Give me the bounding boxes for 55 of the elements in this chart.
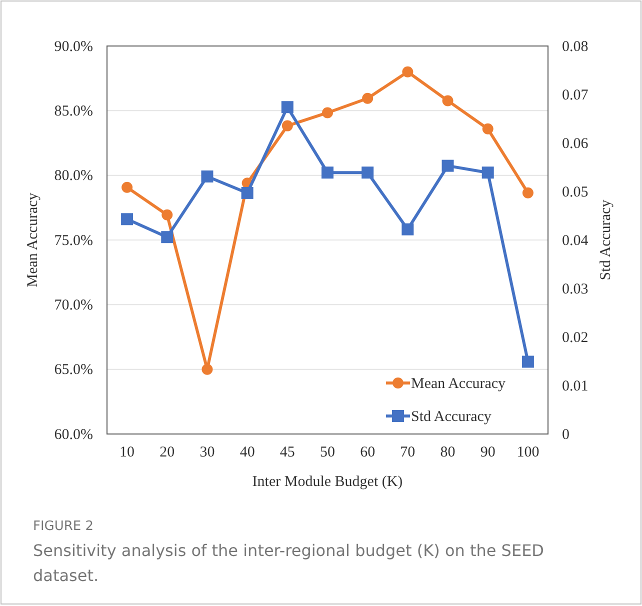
point: [282, 120, 293, 132]
point: [121, 213, 134, 226]
x-tick-label: 50: [320, 444, 335, 461]
point: [162, 209, 173, 220]
point: [482, 123, 494, 134]
x-tick-label: 100: [516, 444, 540, 461]
y2-axis-title: Std Accuracy: [598, 199, 614, 280]
x-tick-label: 20: [160, 444, 175, 461]
y2-tick-label: 0.04: [562, 232, 589, 249]
point: [402, 223, 414, 236]
y-tick-label: 70.0%: [54, 297, 93, 314]
point: [241, 186, 254, 199]
point: [362, 92, 374, 104]
y-axis-title: Mean Accuracy: [25, 192, 41, 288]
point: [322, 107, 333, 118]
y2-tick-label: 0.02: [562, 330, 588, 346]
y2-tick-label: 0.03: [562, 281, 588, 298]
y2-tick-label: 0.05: [562, 184, 588, 200]
legend-label: Std Accuracy: [411, 409, 492, 425]
y2-tick-label: 0.01: [562, 378, 588, 394]
x-axis-title: Inter Module Budget (K): [252, 474, 403, 490]
y2-tick-label: 0.06: [562, 136, 589, 152]
point: [202, 364, 213, 375]
y2-tick-label: 0: [562, 426, 570, 443]
x-tick-label: 90: [480, 444, 496, 461]
text: Sensitivity analysis of the inter-regional budget (K) on the SEED dataset.: [33, 541, 544, 585]
point: [402, 66, 414, 78]
y-tick-label: 60.0%: [54, 426, 93, 443]
point: [442, 95, 454, 106]
x-tick-label: 10: [120, 444, 135, 461]
point: [442, 160, 454, 172]
caption: FIGURE 2: [33, 519, 94, 534]
point: [482, 166, 494, 179]
y-tick-label: 75.0%: [54, 232, 93, 249]
y-tick-label: 90.0%: [54, 38, 93, 55]
y2-tick-label: 0.07: [562, 87, 589, 104]
x-tick-label: 70: [400, 444, 416, 461]
y-tick-label: 85.0%: [54, 103, 93, 120]
point: [522, 187, 534, 198]
x-tick-label: 30: [200, 444, 215, 461]
point: [322, 166, 334, 179]
point: [522, 356, 534, 368]
point: [161, 231, 174, 244]
y2-tick-label: 0.08: [562, 38, 588, 55]
point: [201, 170, 214, 182]
x-tick-label: 80: [440, 444, 456, 461]
x-tick-label: 45: [280, 444, 295, 461]
legend-label: Mean Accuracy: [411, 376, 506, 392]
y-tick-label: 65.0%: [54, 362, 93, 378]
point: [362, 166, 374, 179]
point: [281, 101, 294, 114]
x-tick-label: 60: [360, 444, 376, 461]
point: [122, 182, 133, 193]
y-tick-label: 80.0%: [54, 168, 93, 184]
x-tick-label: 40: [240, 444, 255, 461]
